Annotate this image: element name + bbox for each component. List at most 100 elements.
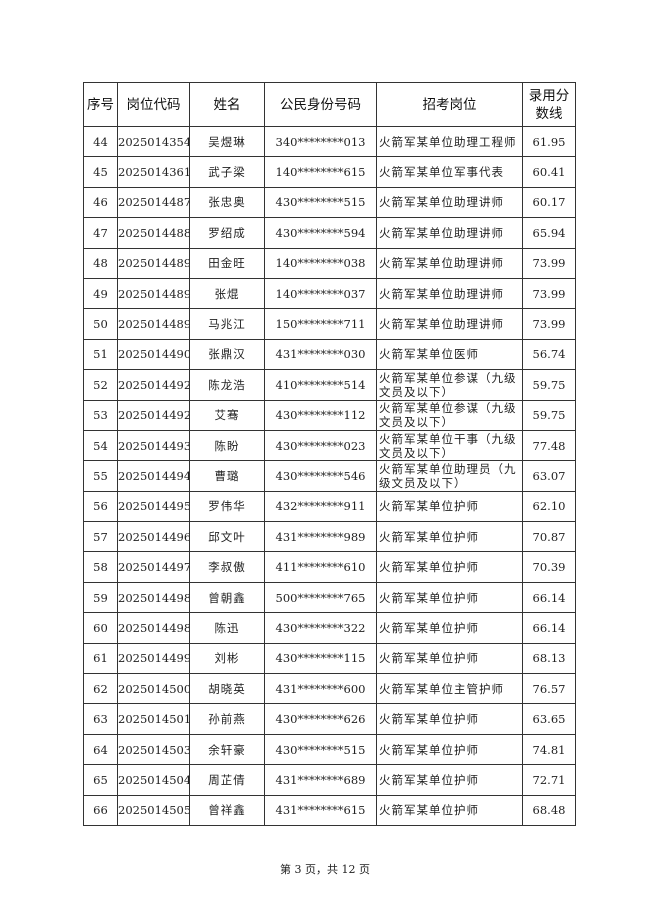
header-name: 姓名 xyxy=(189,82,265,127)
table-row: 56 2025014495 罗伟华 432********911 火箭军某单位护师 62.… xyxy=(83,490,576,523)
cell-name: 邱文叶 xyxy=(189,521,265,553)
cell-position-code: 2025014489 xyxy=(117,247,190,279)
cell-position-code: 2025014489 xyxy=(117,277,190,310)
table-row: 44 2025014354 吴煜琳 340********013 火箭军某单位助理工程师… xyxy=(83,125,576,158)
cell-position-code: 2025014488 xyxy=(117,217,190,249)
cell-position: 火箭军某单位助理讲师 xyxy=(376,186,523,219)
cell-index: 61 xyxy=(83,642,118,675)
cell-position-code: 2025014490 xyxy=(117,338,190,371)
cell-id-number: 411********610 xyxy=(264,551,377,583)
cell-name: 孙前燕 xyxy=(189,703,265,735)
cell-index: 53 xyxy=(83,399,118,431)
cell-name: 武子梁 xyxy=(189,156,265,188)
cell-index: 50 xyxy=(83,308,118,340)
cell-score: 62.10 xyxy=(522,490,576,523)
table-row: 57 2025014496 邱文叶 431********989 火箭军某单位护师 70.… xyxy=(83,521,576,553)
cell-id-number: 140********038 xyxy=(264,247,377,279)
cell-name: 余轩豪 xyxy=(189,733,265,766)
cell-id-number: 340********013 xyxy=(264,125,377,158)
cell-id-number: 430********515 xyxy=(264,186,377,219)
cell-index: 46 xyxy=(83,186,118,219)
cell-position: 火箭军某单位护师 xyxy=(376,581,523,614)
table-row: 47 2025014488 罗绍成 430********594 火箭军某单位助理讲师 6… xyxy=(83,217,576,249)
table-row: 65 2025014504 周芷倩 431********689 火箭军某单位护师 72.… xyxy=(83,764,576,796)
cell-index: 64 xyxy=(83,733,118,766)
cell-position-code: 2025014497 xyxy=(117,551,190,583)
table-row: 66 2025014505 曾祥鑫 431********615 火箭军某单位护师 68.… xyxy=(83,794,576,826)
cell-name: 曾祥鑫 xyxy=(189,794,265,826)
cell-position-code: 2025014494 xyxy=(117,460,190,492)
cell-id-number: 140********037 xyxy=(264,277,377,310)
cell-position: 火箭军某单位助理讲师 xyxy=(376,277,523,310)
cell-position: 火箭军某单位护师 xyxy=(376,794,523,826)
cell-id-number: 500********765 xyxy=(264,581,377,614)
cell-id-number: 430********626 xyxy=(264,703,377,735)
cell-position-code: 2025014499 xyxy=(117,642,190,675)
table-row: 55 2025014494 曹璐 430********546 火箭军某单位助理员（九级… xyxy=(83,460,576,492)
cell-score: 56.74 xyxy=(522,338,576,371)
cell-position: 火箭军某单位护师 xyxy=(376,642,523,675)
cell-id-number: 430********322 xyxy=(264,612,377,644)
table-row: 54 2025014493 陈盼 430********023 火箭军某单位干事（九级文… xyxy=(83,429,576,462)
cell-score: 73.99 xyxy=(522,277,576,310)
header-id-number: 公民身份号码 xyxy=(264,82,377,127)
cell-position-code: 2025014492 xyxy=(117,369,190,401)
cell-name: 艾骞 xyxy=(189,399,265,431)
cell-position: 火箭军某单位助理员（九级文员及以下） xyxy=(376,460,523,492)
cell-name: 罗绍成 xyxy=(189,217,265,249)
cell-name: 曾朝鑫 xyxy=(189,581,265,614)
cell-id-number: 140********615 xyxy=(264,156,377,188)
cell-score: 61.95 xyxy=(522,125,576,158)
cell-id-number: 431********030 xyxy=(264,338,377,371)
cell-index: 54 xyxy=(83,429,118,462)
cell-position-code: 2025014500 xyxy=(117,673,190,705)
cell-score: 70.39 xyxy=(522,551,576,583)
cell-name: 刘彬 xyxy=(189,642,265,675)
cell-position: 火箭军某单位军事代表 xyxy=(376,156,523,188)
cell-index: 65 xyxy=(83,764,118,796)
cell-index: 59 xyxy=(83,581,118,614)
cell-score: 59.75 xyxy=(522,369,576,401)
cell-position-code: 2025014489 xyxy=(117,308,190,340)
cell-position-code: 2025014503 xyxy=(117,733,190,766)
cell-score: 73.99 xyxy=(522,247,576,279)
cell-position-code: 2025014498 xyxy=(117,581,190,614)
cell-position: 火箭军某单位医师 xyxy=(376,338,523,371)
cell-index: 56 xyxy=(83,490,118,523)
cell-position: 火箭军某单位护师 xyxy=(376,703,523,735)
header-score: 录用分数线 xyxy=(522,82,576,127)
cell-score: 63.65 xyxy=(522,703,576,735)
cell-name: 张鼎汉 xyxy=(189,338,265,371)
table-row: 48 2025014489 田金旺 140********038 火箭军某单位助理讲师 7… xyxy=(83,247,576,279)
cell-id-number: 430********112 xyxy=(264,399,377,431)
cell-score: 76.57 xyxy=(522,673,576,705)
cell-name: 田金旺 xyxy=(189,247,265,279)
cell-score: 70.87 xyxy=(522,521,576,553)
cell-id-number: 430********515 xyxy=(264,733,377,766)
cell-index: 58 xyxy=(83,551,118,583)
cell-score: 68.48 xyxy=(522,794,576,826)
cell-score: 66.14 xyxy=(522,581,576,614)
cell-score: 68.13 xyxy=(522,642,576,675)
cell-id-number: 431********689 xyxy=(264,764,377,796)
table-row: 60 2025014498 陈迅 430********322 火箭军某单位护师 66.1… xyxy=(83,612,576,644)
cell-position: 火箭军某单位干事（九级文员及以下） xyxy=(376,429,523,462)
cell-position: 火箭军某单位护师 xyxy=(376,764,523,796)
cell-position-code: 2025014495 xyxy=(117,490,190,523)
cell-index: 63 xyxy=(83,703,118,735)
cell-position: 火箭军某单位助理讲师 xyxy=(376,308,523,340)
cell-name: 陈龙浩 xyxy=(189,369,265,401)
table-row: 46 2025014487 张忠奥 430********515 火箭军某单位助理讲师 6… xyxy=(83,186,576,219)
cell-index: 52 xyxy=(83,369,118,401)
cell-position-code: 2025014501 xyxy=(117,703,190,735)
cell-id-number: 432********911 xyxy=(264,490,377,523)
table-row: 61 2025014499 刘彬 430********115 火箭军某单位护师 68.1… xyxy=(83,642,576,675)
header-row: 序号 岗位代码 姓名 公民身份号码 招考岗位 录用分数线 xyxy=(83,82,576,127)
cell-index: 44 xyxy=(83,125,118,158)
table-row: 62 2025014500 胡晓英 431********600 火箭军某单位主管护师 7… xyxy=(83,673,576,705)
cell-index: 57 xyxy=(83,521,118,553)
cell-position-code: 2025014493 xyxy=(117,429,190,462)
cell-position: 火箭军某单位参谋（九级文员及以下） xyxy=(376,399,523,431)
cell-name: 马兆江 xyxy=(189,308,265,340)
cell-id-number: 430********594 xyxy=(264,217,377,249)
